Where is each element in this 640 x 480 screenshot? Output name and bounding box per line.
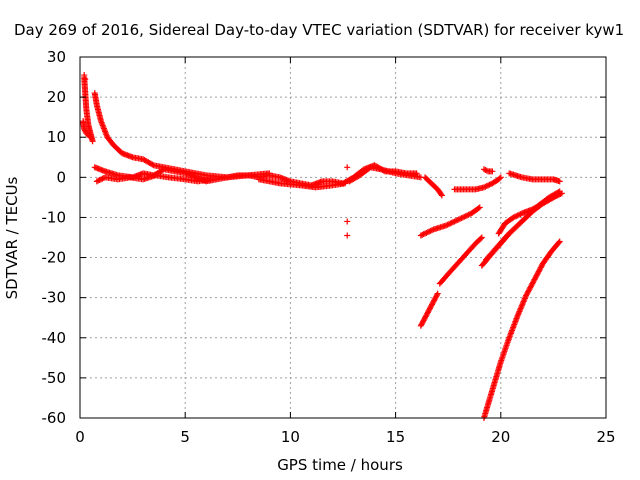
y-tick-label: 20 [47, 88, 66, 106]
y-tick-label: 10 [47, 128, 66, 146]
y-tick-labels: 30 20 10 0 -10 -20 -30 -40 -50 -60 [42, 48, 67, 427]
data-point [438, 192, 445, 199]
data-point [555, 239, 562, 246]
data-point [556, 238, 563, 245]
y-tick-label: -10 [42, 208, 67, 226]
data-point [342, 180, 349, 187]
x-tick-label: 10 [281, 428, 300, 446]
data-point [86, 133, 93, 140]
data-point [476, 204, 483, 211]
data-point [556, 178, 563, 185]
data-point [496, 175, 503, 182]
data-point [344, 218, 351, 225]
y-tick-label: -40 [42, 329, 67, 347]
data-point [87, 134, 94, 141]
x-tick-label: 15 [386, 428, 405, 446]
y-tick-label: 0 [56, 168, 66, 186]
x-tick-label: 0 [75, 428, 85, 446]
data-point [82, 76, 89, 83]
plot-frame [79, 56, 607, 419]
y-tick-label: 30 [47, 48, 66, 66]
data-point [497, 174, 504, 181]
data-point [344, 232, 351, 239]
data-points [80, 72, 565, 421]
data-point [81, 72, 88, 79]
x-tick-label: 20 [491, 428, 510, 446]
y-tick-label: -20 [42, 249, 67, 267]
data-point [207, 176, 214, 183]
data-point [149, 161, 156, 168]
data-point [489, 168, 496, 175]
y-tick-label: -60 [42, 409, 67, 427]
axis-ticks [79, 56, 607, 419]
y-tick-label: -50 [42, 369, 67, 387]
x-tick-label: 5 [180, 428, 190, 446]
data-point [558, 190, 565, 197]
data-point [433, 291, 440, 298]
x-tick-labels: 0 5 10 15 20 25 [75, 428, 615, 446]
x-tick-label: 25 [596, 428, 615, 446]
data-point [438, 191, 445, 198]
x-axis-title: GPS time / hours [277, 456, 403, 474]
y-tick-label: -30 [42, 289, 67, 307]
data-point [434, 290, 441, 297]
y-axis-title: SDTVAR / TECUs [3, 176, 21, 299]
data-point [475, 205, 482, 212]
data-point [477, 235, 484, 242]
chart-title: Day 269 of 2016, Sidereal Day-to-day VTE… [14, 21, 624, 39]
data-point [478, 234, 485, 241]
data-point [344, 164, 351, 171]
data-point [89, 138, 96, 145]
